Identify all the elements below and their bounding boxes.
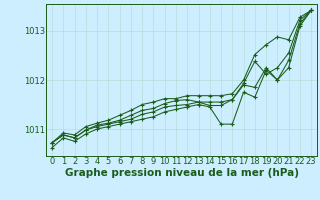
X-axis label: Graphe pression niveau de la mer (hPa): Graphe pression niveau de la mer (hPa) xyxy=(65,168,299,178)
